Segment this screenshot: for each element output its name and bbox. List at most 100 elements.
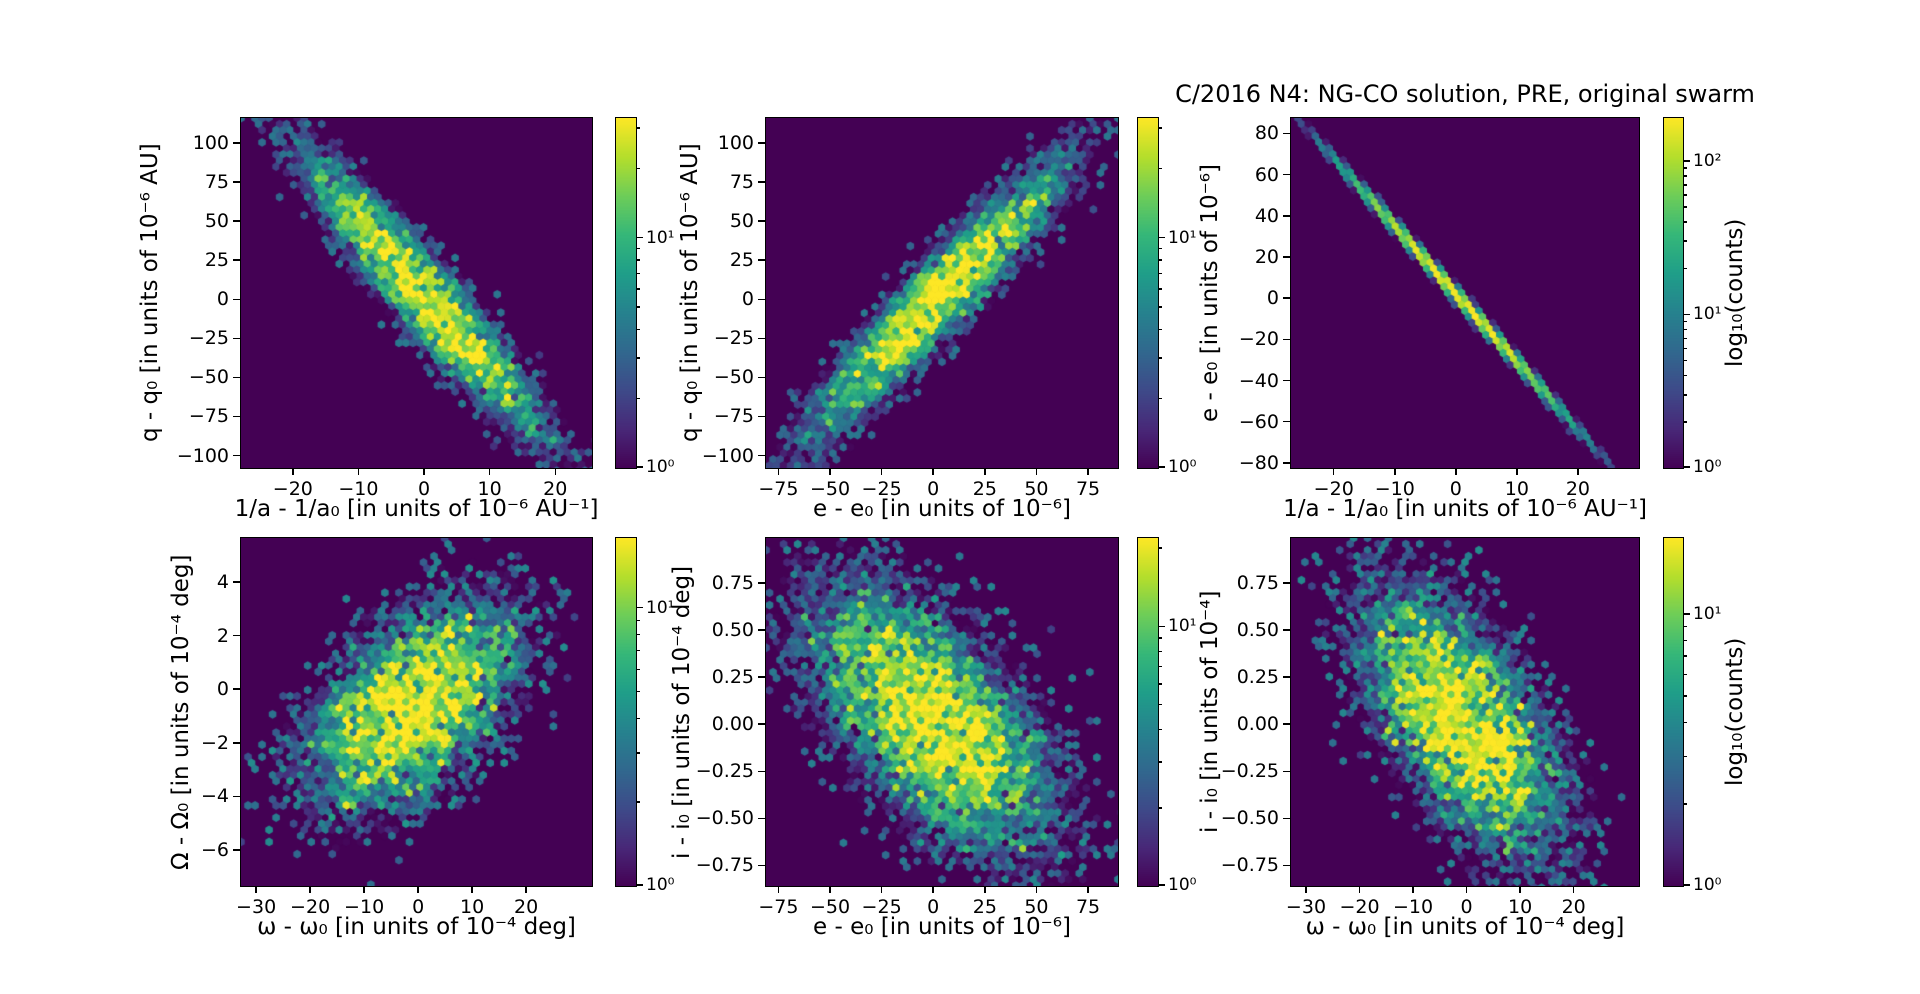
- y-tick-label: 2: [216, 624, 229, 647]
- colorbar-minor-tick: [636, 619, 640, 622]
- y-tick-label: 50: [204, 210, 229, 233]
- y-tick-mark: [757, 582, 765, 584]
- x-tick-mark: [1465, 886, 1468, 893]
- x-tick-mark: [984, 886, 986, 893]
- y-tick-label: 0.25: [1236, 666, 1279, 689]
- colorbar-minor-tick: [1683, 320, 1687, 323]
- x-tick-mark: [363, 886, 365, 893]
- colorbar-tick-mark: [636, 236, 643, 239]
- colorbar-tick-label: 10⁰: [1168, 457, 1197, 477]
- y-tick-mark: [232, 795, 240, 798]
- x-tick-mark: [777, 468, 780, 475]
- y-tick-label: −50: [713, 366, 754, 389]
- x-tick-label: 75: [1075, 478, 1101, 500]
- x-tick-label: −75: [758, 478, 799, 500]
- y-tick-mark: [757, 676, 765, 678]
- colorbar-minor-tick: [1158, 272, 1162, 275]
- y-tick-label: −0.50: [695, 807, 754, 830]
- colorbar-tick-mark: [1683, 313, 1690, 316]
- x-tick-mark: [1035, 468, 1038, 475]
- y-axis-label: q - q₀ [in units of 10⁻⁶ AU]: [677, 143, 703, 443]
- y-tick-mark: [1282, 770, 1290, 772]
- y-tick-mark: [1282, 132, 1290, 135]
- y-axis-label: i - i₀ [in units of 10⁻⁴]: [1197, 590, 1223, 834]
- colorbar-tick-label: 10⁰: [646, 457, 675, 477]
- colorbar-tick-mark: [1158, 236, 1165, 239]
- subplot-Omega-vs-omega: Ω - Ω₀ [in units of 10⁻⁴ deg] ω - ω₀ [in…: [168, 537, 593, 940]
- colorbar-minor-tick: [636, 306, 640, 308]
- colorbar-minor-tick: [1683, 673, 1687, 676]
- colorbar-tick-label: 10⁰: [1168, 875, 1197, 895]
- y-tick-label: −50: [188, 366, 229, 389]
- colorbar-gradient: [1138, 118, 1158, 468]
- y-tick-mark: [1282, 420, 1290, 423]
- colorbar-minor-tick: [636, 247, 640, 250]
- y-tick-mark: [232, 142, 240, 144]
- x-tick-label: −30: [236, 896, 277, 918]
- y-tick-label: 25: [729, 249, 754, 272]
- y-axis-label: i - i₀ [in units of 10⁻⁴ deg]: [669, 565, 695, 859]
- x-tick-mark: [829, 886, 831, 893]
- colorbar-tick-mark: [1158, 466, 1165, 468]
- colorbar-minor-tick: [1158, 650, 1162, 653]
- colorbar-minor-tick: [1158, 288, 1162, 290]
- y-tick-mark: [232, 742, 240, 744]
- y-tick-label: −100: [176, 444, 229, 467]
- x-tick-label: 75: [1075, 896, 1101, 918]
- y-tick-label: 20: [1254, 245, 1279, 268]
- y-tick-mark: [1282, 256, 1290, 258]
- colorbar-minor-tick: [1158, 665, 1162, 668]
- colorbar-minor-tick: [636, 633, 640, 636]
- colorbar-minor-tick: [636, 127, 640, 129]
- colorbar-minor-tick: [1158, 637, 1162, 639]
- y-tick-label: −40: [1238, 369, 1279, 392]
- y-tick-label: −75: [188, 405, 229, 428]
- subplot-q-vs-e: q - q₀ [in units of 10⁻⁶ AU] e - e₀ [in …: [677, 117, 1119, 522]
- y-tick-mark: [757, 629, 765, 631]
- y-tick-mark: [232, 220, 240, 222]
- x-tick-label: −10: [338, 478, 379, 500]
- colorbar-minor-tick: [1683, 347, 1687, 350]
- colorbar-minor-tick: [1683, 639, 1687, 642]
- y-tick-mark: [232, 415, 240, 418]
- colorbar-axis-label: log₁₀(counts): [1722, 637, 1748, 787]
- y-tick-label: 40: [1254, 204, 1279, 227]
- x-tick-label: 20: [514, 896, 539, 918]
- colorbar-tick-label: 10¹: [1693, 604, 1722, 625]
- colorbar-minor-tick: [636, 801, 640, 803]
- x-axis-label: 1/a - 1/a₀ [in units of 10⁻⁶ AU⁻¹]: [1283, 496, 1647, 522]
- colorbar-tick-label: 10⁰: [1693, 457, 1722, 477]
- colorbar-minor-tick: [1683, 374, 1687, 377]
- colorbar-i-vs-omega: log₁₀(counts) 10¹ 10⁰: [1663, 537, 1748, 895]
- y-tick-label: −25: [188, 327, 229, 350]
- y-tick-mark: [1282, 723, 1290, 725]
- colorbar-minor-tick: [636, 397, 640, 400]
- x-tick-label: 50: [1024, 478, 1049, 500]
- y-tick-mark: [232, 634, 240, 637]
- colorbar-minor-tick: [636, 259, 640, 261]
- colorbar-minor-tick: [636, 328, 640, 331]
- x-axis-label: e - e₀ [in units of 10⁻⁶]: [813, 914, 1071, 940]
- colorbar-minor-tick: [1158, 167, 1162, 170]
- x-tick-label: −10: [344, 896, 385, 918]
- colorbar-tick-mark: [1683, 613, 1690, 615]
- colorbar-minor-tick: [1683, 184, 1687, 186]
- colorbar-minor-tick: [1158, 127, 1162, 129]
- colorbar-minor-tick: [636, 649, 640, 652]
- x-tick-mark: [932, 468, 934, 475]
- colorbar-minor-tick: [1683, 175, 1687, 177]
- x-tick-label: −50: [809, 478, 851, 500]
- x-tick-mark: [1087, 468, 1089, 475]
- colorbar-tick-label: 10⁰: [1693, 875, 1722, 895]
- colorbar-minor-tick: [636, 357, 640, 359]
- x-tick-label: −50: [809, 896, 851, 918]
- x-tick-mark: [829, 468, 831, 475]
- x-tick-mark: [1572, 886, 1575, 893]
- colorbar-tick-label: 10¹: [646, 227, 675, 248]
- colorbar-minor-tick: [636, 288, 640, 290]
- y-tick-mark: [757, 181, 765, 183]
- y-tick-label: 0.50: [1236, 619, 1279, 642]
- x-tick-mark: [1358, 886, 1361, 893]
- x-tick-label: 0: [1460, 896, 1473, 918]
